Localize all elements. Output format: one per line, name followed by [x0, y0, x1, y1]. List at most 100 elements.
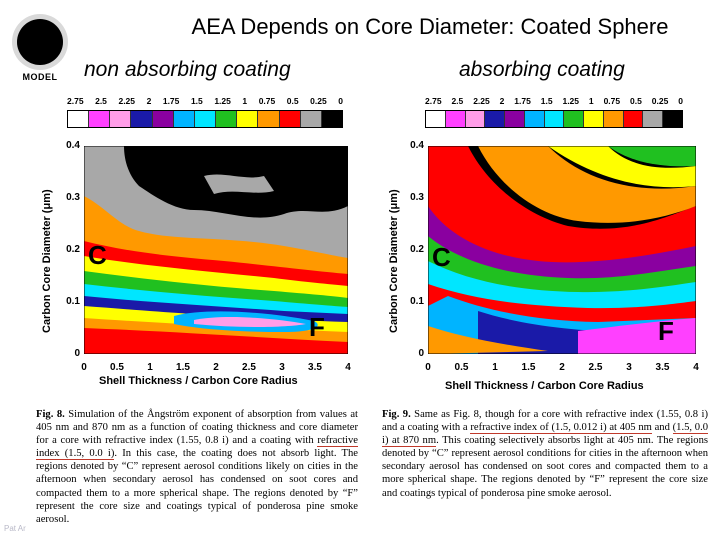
colorbar-tick-label: 2.25 — [473, 96, 490, 106]
y-tick-label: 0.4 — [66, 140, 80, 151]
subtitle-non-absorbing: non absorbing coating — [84, 58, 291, 81]
colorbar-ticks: 2.75 2.5 2.25 2 1.75 1.5 1.25 1 0.75 0.5 0.25 0 — [425, 96, 683, 106]
colorbar-swatch — [89, 111, 111, 127]
y-tick-label: 0.4 — [410, 140, 424, 151]
x-tick-label: 1.5 — [521, 362, 536, 373]
colorbar-swatch — [152, 111, 174, 127]
colorbar-tick-label: 2 — [499, 96, 505, 106]
caption-fig9-underlined-2: (1.5, 0.0 i) at 870 nm — [382, 422, 709, 448]
colorbar-tick-label: 1.75 — [162, 96, 180, 106]
colorbar-swatch — [584, 111, 604, 127]
slide-title: AEA Depends on Core Diameter: Coated Sph… — [191, 14, 669, 39]
colorbar-swatch — [300, 111, 322, 127]
caption-fig8-underlined: refractive index (1.5, 0.0 i) — [36, 435, 358, 461]
x-tick-label: 4 — [693, 362, 699, 373]
colorbar-tick-label: 2.5 — [451, 96, 464, 106]
y-tick-label: 0.1 — [66, 296, 80, 307]
colorbar-tick-label: 2.5 — [95, 96, 107, 106]
colorbar-tick-label: 2.75 — [425, 96, 442, 106]
footer-fragment: Pat Ar — [4, 524, 26, 533]
model-logo — [10, 12, 70, 87]
colorbar-swatch — [603, 111, 624, 127]
colorbar-tick-label: 1 — [242, 96, 248, 106]
heatmap-plot-right — [428, 146, 696, 354]
y-tick-label: 0.3 — [66, 192, 80, 203]
colorbar-tick-label: 0 — [678, 96, 683, 106]
logo-label: MODEL — [22, 72, 58, 82]
colorbar-swatch — [544, 111, 565, 127]
colorbar-swatch — [426, 111, 446, 127]
x-tick-label: 3.5 — [308, 362, 322, 373]
y-axis-label-right: Carbon Core Diameter (μm) — [388, 189, 400, 333]
colorbar-legend-left: 2.75 2.5 2.25 2 1.75 1.5 1.25 1 0.75 0.5 0.25 0 — [67, 96, 343, 128]
colorbar-swatch — [237, 111, 259, 127]
x-tick-label: 4 — [345, 362, 351, 373]
colorbar-swatches — [67, 110, 343, 128]
colorbar-tick-label: 0.75 — [603, 96, 621, 106]
colorbar-tick-label: 0.5 — [286, 96, 299, 106]
x-tick-label: 0 — [425, 362, 431, 373]
colorbar-tick-label: 1.75 — [514, 96, 531, 106]
caption-fig9-text-c: . This coating selectively absorbs light… — [382, 435, 708, 499]
colorbar-swatch — [173, 111, 195, 127]
colorbar-tick-label: 1.5 — [190, 96, 203, 106]
caption-fig9-label: Fig. 9. — [382, 409, 411, 420]
colorbar-tick-label: 1.25 — [562, 96, 580, 106]
colorbar-swatch — [564, 111, 585, 127]
y-tick-label: 0 — [74, 348, 80, 359]
caption-fig9-underlined-1: refractive index of (1.5, 0.012 i) at 40… — [470, 422, 652, 435]
x-tick-label: 3.5 — [655, 362, 670, 373]
caption-fig9-text-a: Same as Fig. 8, though for a core with r… — [382, 409, 708, 434]
colorbar-swatch — [643, 111, 664, 127]
colorbar-tick-label: 1 — [588, 96, 594, 106]
x-axis-label-right: Shell Thickness / Carbon Core Radius — [445, 380, 644, 392]
colorbar-tick-label: 2.75 — [67, 96, 84, 106]
colorbar-swatch — [216, 111, 238, 127]
x-tick-label: 1.5 — [176, 362, 190, 373]
region-c-label-left: C — [88, 240, 107, 270]
subtitle-absorbing: absorbing coating — [459, 58, 625, 81]
colorbar-tick-label: 0.25 — [651, 96, 669, 106]
colorbar-swatch — [623, 111, 644, 127]
region-f-label-right: F — [658, 316, 674, 346]
colorbar-tick-label: 0.25 — [310, 96, 327, 106]
colorbar-tick-label: 1.5 — [540, 96, 553, 106]
x-tick-label: 0.5 — [454, 362, 469, 373]
colorbar-tick-label: 2 — [146, 96, 152, 106]
colorbar-tick-label: 2.25 — [118, 96, 136, 106]
caption-fig9: Fig. 9. Same as Fig. 8, though for a cor… — [382, 408, 709, 500]
colorbar-swatch — [279, 111, 301, 127]
colorbar-ticks: 2.75 2.5 2.25 2 1.75 1.5 1.25 1 0.75 0.5 0.25 0 — [67, 96, 343, 106]
caption-fig8-text-b: . In this case, the coating does not abs… — [36, 448, 358, 525]
heatmap-plot-left — [84, 146, 348, 354]
x-tick-label: 2.5 — [588, 362, 603, 373]
caption-fig9-text-b: and — [651, 422, 673, 434]
region-f-label-left: F — [309, 312, 325, 342]
x-axis-label-left: Shell Thickness / Carbon Core Radius — [99, 375, 298, 387]
colorbar-swatches — [425, 110, 683, 128]
y-tick-label: 0.3 — [410, 192, 424, 203]
colorbar-swatch — [110, 111, 132, 127]
y-axis-label-left: Carbon Core Diameter (μm) — [41, 189, 53, 333]
x-tick-label: 1 — [492, 362, 498, 373]
colorbar-swatch — [663, 111, 682, 127]
colorbar-tick-label: 0.5 — [630, 96, 642, 106]
caption-fig8-text-a: Simulation of the Ångström exponent of a… — [36, 409, 358, 447]
colorbar-tick-label: 0.75 — [258, 96, 276, 106]
x-tick-label: 0 — [81, 362, 87, 373]
colorbar-swatch — [505, 111, 525, 127]
y-tick-label: 0 — [418, 348, 424, 359]
x-tick-label: 0.5 — [110, 362, 124, 373]
colorbar-swatch — [485, 111, 506, 127]
x-tick-label: 1 — [147, 362, 153, 373]
colorbar-legend-right: 2.75 2.5 2.25 2 1.75 1.5 1.25 1 0.75 0.5 0.25 0 — [425, 96, 683, 128]
region-c-label-right: C — [432, 242, 451, 272]
y-tick-label: 0.2 — [66, 244, 80, 255]
caption-fig8: Fig. 8. Simulation of the Ångström expon… — [36, 408, 358, 526]
y-tick-label: 0.1 — [410, 296, 424, 307]
colorbar-swatch — [194, 111, 217, 127]
colorbar-swatch — [524, 111, 545, 127]
x-tick-label: 3 — [626, 362, 632, 373]
colorbar-swatch — [68, 111, 90, 127]
y-tick-label: 0.2 — [410, 244, 424, 255]
